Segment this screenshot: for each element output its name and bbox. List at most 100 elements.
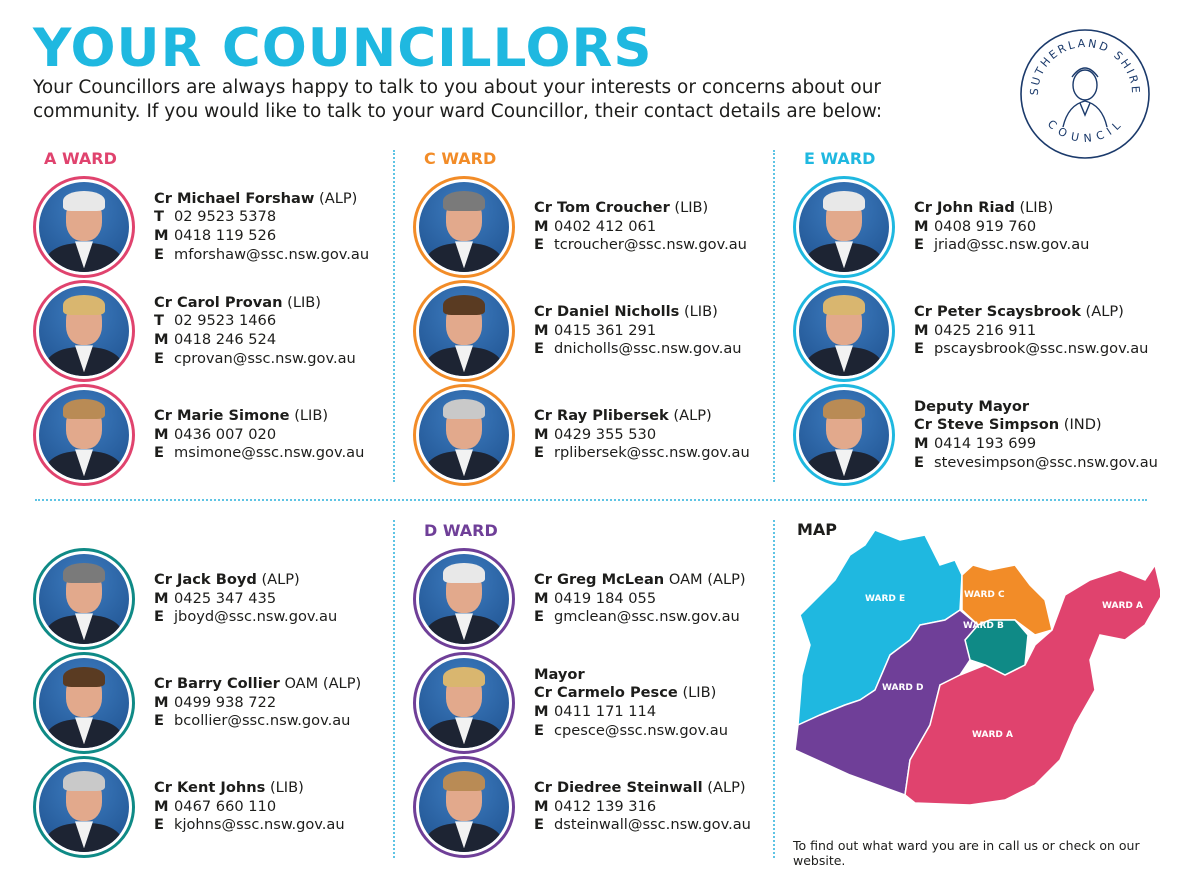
councillor-party: (LIB) (269, 778, 304, 796)
ward-a-region (904, 563, 1160, 806)
contact-type-label: E (154, 349, 164, 367)
contact-type-label: M (154, 227, 169, 244)
email-link[interactable]: dnicholls@ssc.nsw.gov.au (554, 340, 742, 358)
contact-type-label: E (154, 608, 164, 626)
councillor-name: Cr Steve Simpson (914, 416, 1060, 434)
email-link[interactable]: cprovan@ssc.nsw.gov.au (174, 349, 356, 367)
councillor-card: Mayor Cr Carmelo Pesce (LIB) M 0411 171 114… (413, 652, 783, 754)
contact-type-label: E (154, 712, 164, 730)
contact-type-label: E (534, 816, 544, 834)
column-divider (773, 150, 775, 482)
councillor-card: Cr Michael Forshaw (ALP) T 02 9523 5378 M 04… (33, 176, 403, 278)
councillor-name: Cr Marie Simone (154, 406, 290, 424)
councillor-party: (LIB) (287, 293, 322, 311)
councillor-name: Cr Michael Forshaw (154, 189, 315, 207)
contact-type-label: E (534, 721, 544, 739)
contact-type-label: E (154, 816, 164, 834)
councillor-photo (413, 548, 515, 650)
councillor-party: (ALP) (673, 406, 712, 424)
phone-number: 0425 347 435 (174, 589, 277, 607)
phone-number: 0419 184 055 (554, 589, 657, 607)
councillor-photo (33, 652, 135, 754)
councillor-party: (ALP) (261, 570, 300, 588)
section-divider (35, 499, 1147, 501)
phone-number: 0402 412 061 (554, 217, 657, 235)
email-link[interactable]: bcollier@ssc.nsw.gov.au (174, 712, 351, 730)
email-link[interactable]: dsteinwall@ssc.nsw.gov.au (554, 816, 751, 834)
councillor-photo (413, 384, 515, 486)
column-divider (393, 520, 395, 858)
councillor-name: Cr Barry Collier (154, 674, 280, 692)
phone-number: 0414 193 699 (934, 435, 1037, 452)
councillor-name: Cr Peter Scaysbrook (914, 302, 1081, 320)
councillor-name: Cr Diedree Steinwall (534, 778, 703, 796)
councillor-party: (LIB) (1019, 198, 1054, 216)
ward-heading: C WARD (424, 149, 497, 168)
councillor-photo (793, 176, 895, 278)
contact-type-label: M (154, 589, 169, 607)
contact-type-label: M (154, 425, 169, 443)
councillor-card: Cr Carol Provan (LIB) T 02 9523 1466 M 0418 … (33, 280, 403, 382)
email-link[interactable]: kjohns@ssc.nsw.gov.au (174, 816, 345, 834)
contact-type-label: E (534, 608, 544, 626)
email-link[interactable]: pscaysbrook@ssc.nsw.gov.au (934, 340, 1149, 358)
email-link[interactable]: rplibersek@ssc.nsw.gov.au (554, 444, 750, 462)
contact-type-label: M (534, 321, 549, 339)
councillor-name: Cr Tom Croucher (534, 198, 670, 216)
email-link[interactable]: cpesce@ssc.nsw.gov.au (554, 721, 728, 739)
contact-type-label: M (534, 425, 549, 443)
email-link[interactable]: gmclean@ssc.nsw.gov.au (554, 608, 740, 626)
contact-type-label: T (154, 312, 164, 330)
councillor-name: Cr Carol Provan (154, 293, 283, 311)
councillor-photo (413, 756, 515, 858)
councillor-photo (413, 280, 515, 382)
councillor-party: (ALP) (707, 778, 746, 796)
email-link[interactable]: jriad@ssc.nsw.gov.au (934, 236, 1090, 254)
email-link[interactable]: stevesimpson@ssc.nsw.gov.au (934, 453, 1158, 471)
contact-type-label: E (534, 236, 544, 254)
map-note: To find out what ward you are in call us… (793, 838, 1140, 868)
phone-number: 0415 361 291 (554, 321, 657, 339)
ward-map: WARD E WARD C WARD B WARD D WARD A WARD … (794, 529, 1160, 806)
captain-cook-portrait-icon (1062, 67, 1108, 128)
councillor-name: Cr John Riad (914, 198, 1015, 216)
phone-number: 0408 919 760 (934, 217, 1037, 235)
email-link[interactable]: tcroucher@ssc.nsw.gov.au (554, 236, 747, 254)
councillor-photo (413, 652, 515, 754)
email-link[interactable]: msimone@ssc.nsw.gov.au (174, 444, 365, 462)
contact-type-label: E (914, 340, 924, 358)
councillor-name: Cr Carmelo Pesce (534, 684, 678, 702)
phone-number: 0436 007 020 (174, 425, 277, 443)
phone-number: 0412 139 316 (554, 797, 657, 815)
phone-number: 0429 355 530 (554, 425, 657, 443)
email-link[interactable]: jboyd@ssc.nsw.gov.au (174, 608, 338, 626)
email-link[interactable]: mforshaw@ssc.nsw.gov.au (174, 245, 370, 263)
intro-text: Your Councillors are always happy to tal… (33, 77, 883, 122)
contact-type-label: M (914, 217, 929, 235)
councillor-name: Cr Kent Johns (154, 778, 266, 796)
councillor-photo (793, 384, 895, 486)
map-label-ward-c: WARD C (964, 590, 1005, 600)
councillor-photo (33, 280, 135, 382)
phone-number: 0467 660 110 (174, 797, 277, 815)
map-label-ward-b: WARD B (963, 621, 1004, 631)
column-divider (393, 150, 395, 482)
councillor-party: (IND) (1063, 416, 1102, 434)
phone-number: 0418 246 524 (174, 331, 277, 348)
councillor-card: Cr Barry Collier OAM (ALP) M 0499 938 722 E… (33, 652, 403, 754)
contact-type-label: E (914, 453, 924, 471)
ward-heading: E WARD (804, 149, 876, 168)
contact-type-label: E (914, 236, 924, 254)
map-label-ward-e: WARD E (865, 594, 905, 604)
contact-type-label: E (534, 444, 544, 462)
contact-type-label: M (914, 435, 929, 452)
councillor-party: (LIB) (294, 406, 329, 424)
phone-number: 02 9523 5378 (174, 208, 277, 226)
